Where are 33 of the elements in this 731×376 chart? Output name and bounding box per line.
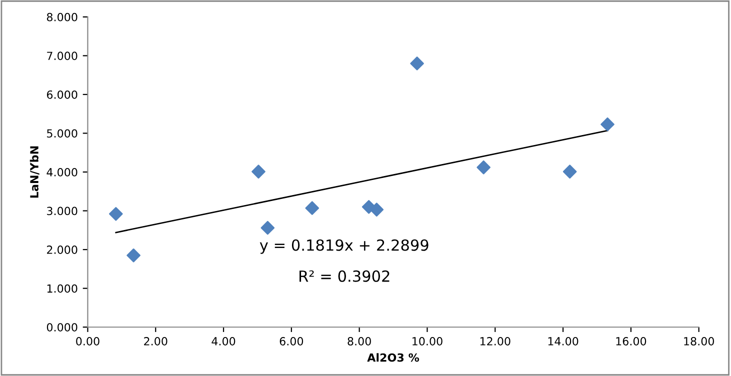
point (410, 56, 424, 70)
point (370, 202, 384, 217)
x-tick-label: 12.00 (480, 337, 510, 346)
x-tick-label: 6.00 (280, 337, 304, 346)
point (476, 160, 490, 174)
point (305, 201, 320, 215)
y-tick-label: 3.000 (47, 206, 78, 216)
point (260, 220, 275, 235)
y-axis-title: LaN/YbN (30, 146, 40, 198)
y-tick-label: 6.000 (46, 90, 78, 99)
y-tick-label: 5.000 (47, 129, 78, 138)
annotation: y = 0.1819x + 2.2899 (260, 239, 428, 254)
x-tick-label: 10.00 (412, 337, 442, 346)
y-tick-label: 4.000 (46, 168, 78, 176)
annotation: R² = 0.3902 (300, 270, 390, 282)
x-tick-label: 18.00 (684, 337, 714, 346)
point (562, 164, 577, 179)
point (600, 117, 614, 132)
x-axis-title: Al2O3 % (367, 353, 420, 362)
y-tick-label: 8.000 (46, 12, 78, 22)
x-tick-label: 4.00 (212, 337, 236, 346)
x-tick-label: 16.00 (616, 337, 646, 346)
x-tick-label: 8.00 (348, 337, 371, 346)
point (108, 206, 123, 221)
x-tick-label: 0.00 (76, 337, 100, 346)
y-tick-label: 2.000 (47, 246, 78, 254)
x-tick-label: 14.00 (548, 337, 578, 346)
y-tick-label: 7.000 (47, 52, 78, 60)
y-tick-label: 0.000 (46, 323, 78, 332)
point (126, 248, 140, 262)
y-tick-label: 1.000 (47, 284, 78, 293)
point (252, 164, 266, 179)
x-tick-label: 2.00 (144, 337, 168, 346)
